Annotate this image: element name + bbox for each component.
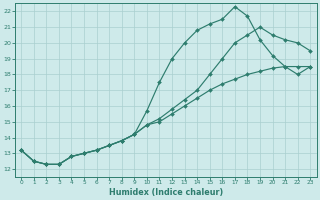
X-axis label: Humidex (Indice chaleur): Humidex (Indice chaleur) bbox=[108, 188, 223, 197]
